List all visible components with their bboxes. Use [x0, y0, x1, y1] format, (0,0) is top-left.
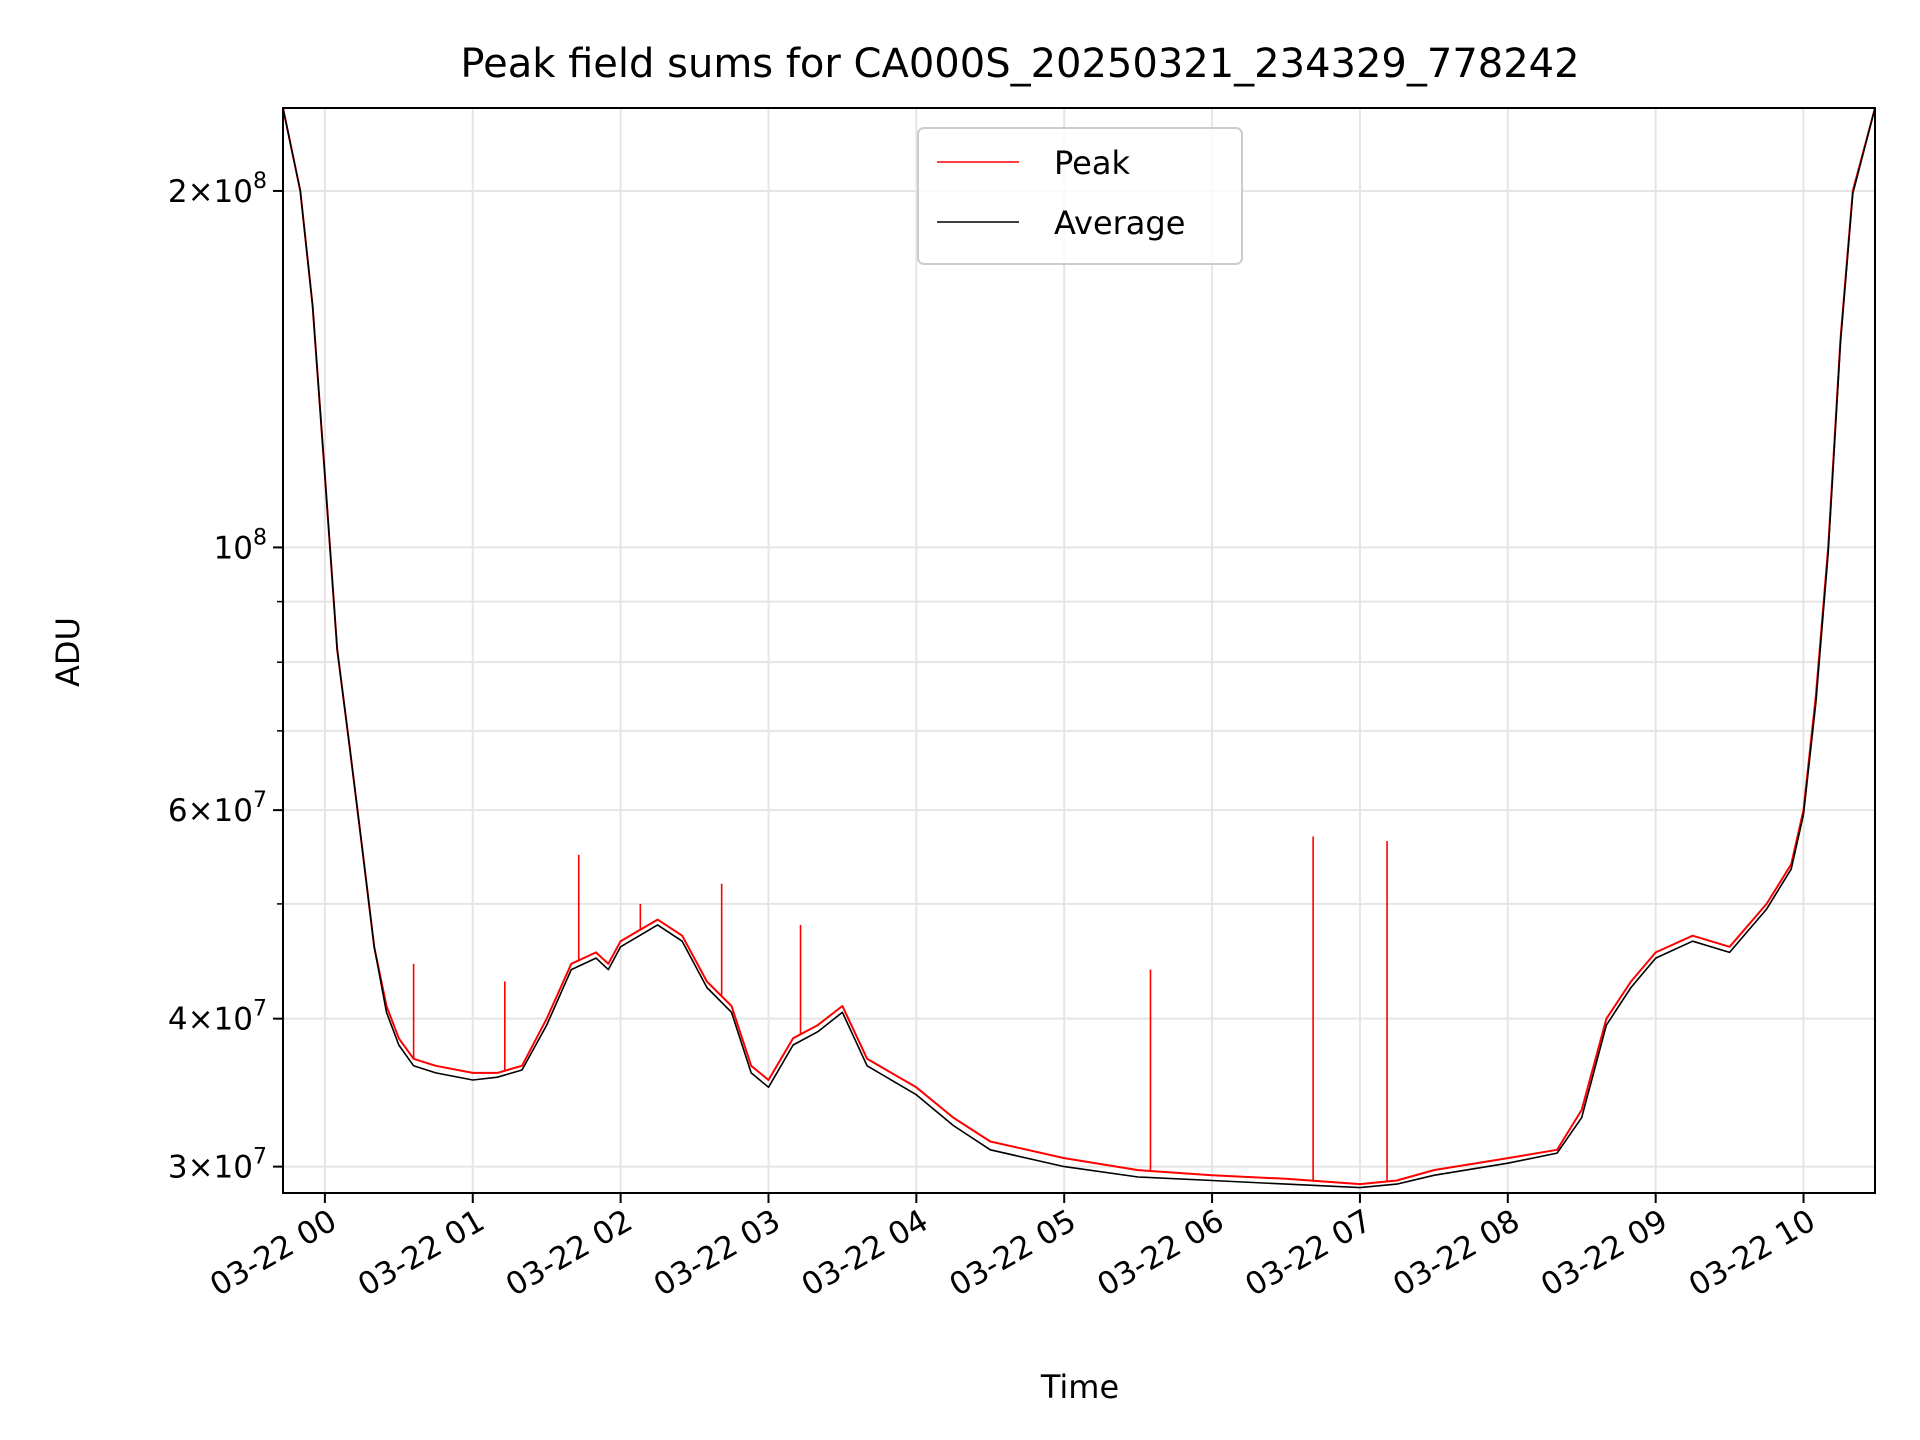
y-axis: 3×107 4×107 6×107 108 2×108	[168, 169, 283, 1186]
y-tick-label: 6×107	[168, 788, 267, 829]
legend-label-average: Average	[1054, 204, 1185, 242]
y-axis-label: ADU	[49, 617, 87, 687]
y-tick-label: 2×108	[168, 169, 267, 210]
series-line-peak	[282, 107, 1876, 1186]
chart-title: Peak field sums for CA000S_20250321_2343…	[460, 41, 1579, 87]
legend-label-peak: Peak	[1054, 144, 1130, 182]
plot-area	[282, 107, 1876, 1194]
x-axis-label: Time	[1040, 1368, 1119, 1406]
plot-background	[283, 108, 1875, 1193]
grid-lines	[283, 108, 1875, 1193]
y-tick-label: 108	[214, 525, 267, 566]
series-line-average	[282, 107, 1876, 1189]
y-tick-label: 4×107	[168, 997, 267, 1038]
series-lines	[282, 107, 1876, 1189]
legend: Peak Average	[917, 127, 1243, 265]
plot-frame	[282, 107, 1876, 1194]
y-tick-label: 3×107	[168, 1145, 267, 1186]
